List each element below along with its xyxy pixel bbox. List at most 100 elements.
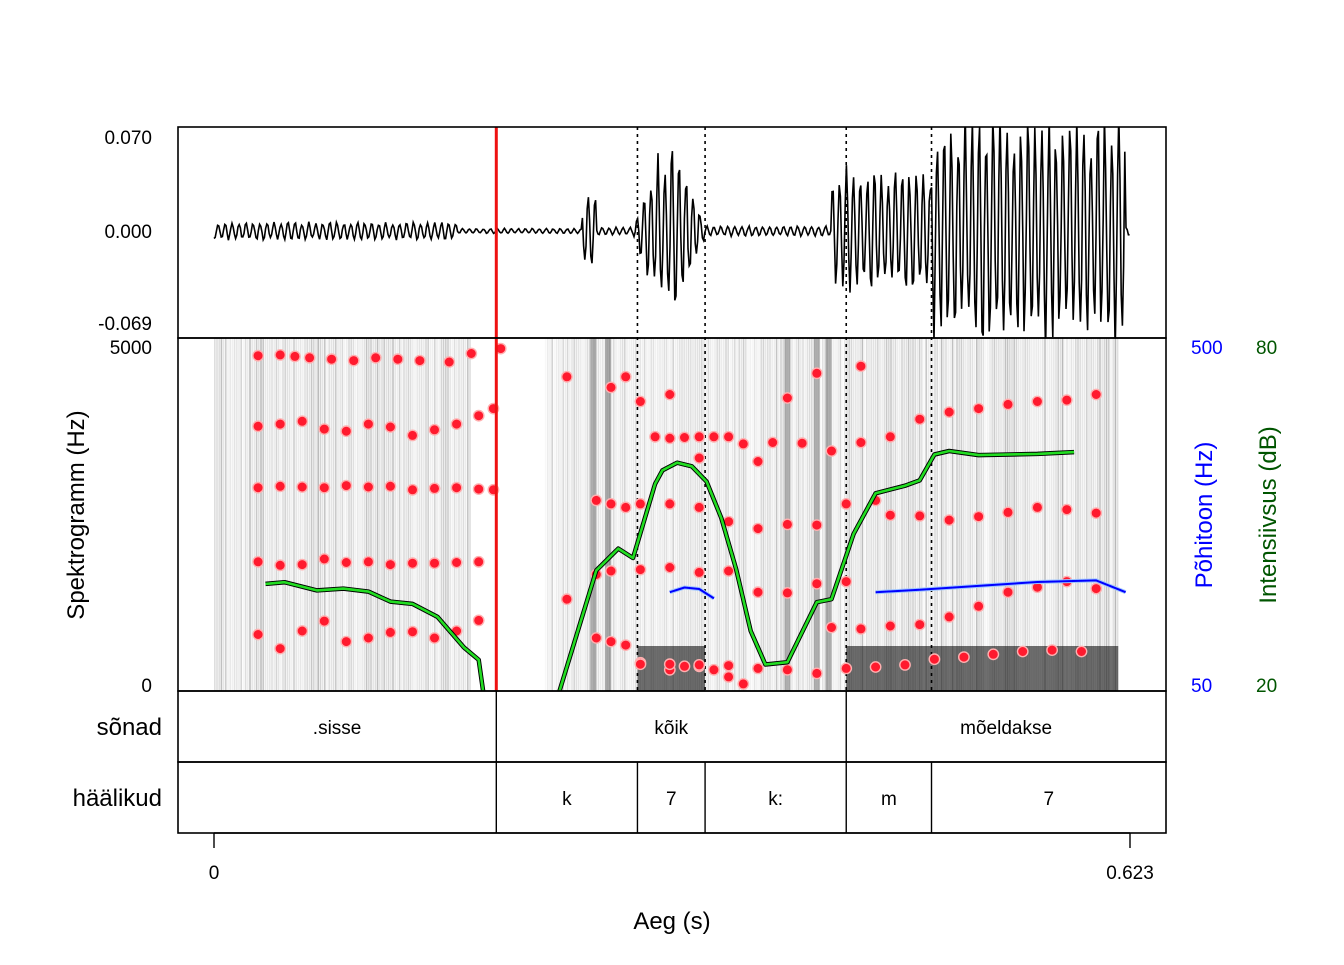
tier-interval-labels: .sisse kõik mõeldakse k 7 k: m 7 [313,718,1054,810]
formant-point [693,659,706,671]
formant-point [634,658,647,671]
formant-point [1002,506,1014,519]
formant-point [288,350,301,363]
formant-point [1090,582,1103,595]
formant-point [678,660,691,673]
formant-point [369,351,382,364]
formant-point [605,635,617,648]
formant-point [855,436,867,449]
formant-point [384,558,397,571]
formant-point [274,642,287,655]
formant-point [708,663,720,676]
x-tick-end: 0.623 [1106,863,1154,884]
formant-point [340,635,353,648]
tier-interval-label[interactable]: mõeldakse [960,718,1052,739]
formant-point [913,510,926,522]
formant-point [274,418,287,430]
formant-point [296,625,309,637]
formant-point [252,628,265,641]
formant-point [384,480,397,493]
formant-point [252,349,265,362]
formant-point [1031,501,1044,514]
formant-point [318,481,331,494]
formant-point [693,452,706,464]
formant-point [318,615,331,627]
formant-point [465,347,478,360]
formant-point [972,402,985,415]
formant-point [1046,644,1059,656]
formant-point [325,353,338,366]
formant-point [855,360,867,373]
formant-point [663,561,676,574]
formant-point [752,662,764,675]
pitch-axis-label: Põhitoon (Hz) [1191,442,1218,589]
pitch-tick-max: 500 [1191,338,1223,359]
formant-point [340,556,353,569]
formant-point [972,510,985,523]
wave-tick-zero: 0.000 [104,222,152,243]
tier-interval-label[interactable]: k [562,789,572,810]
formant-point [722,659,735,672]
formant-point [450,556,463,569]
tier-interval-label[interactable]: k: [768,789,783,810]
formant-point [1002,398,1014,411]
intensity-axis-label: Intensiivsus (dB) [1255,426,1282,603]
formant-point [590,632,603,644]
tier-interval-label[interactable]: m [881,789,897,810]
formant-point [428,632,441,644]
formant-point [693,430,706,443]
formant-point [722,565,735,577]
spec-tick-max: 5000 [110,338,152,359]
formant-point [347,354,360,367]
tier-interval-label[interactable]: .sisse [313,718,362,739]
formant-point [987,648,1000,661]
formant-point [737,678,750,690]
formant-point [958,651,970,663]
tier-interval-label[interactable]: 7 [666,789,677,810]
formant-point [619,501,632,514]
x-axis [213,832,1131,848]
formant-point [406,557,419,570]
formant-point [722,430,735,443]
pitch-tick-min: 50 [1191,676,1212,697]
formant-point [663,388,676,401]
formant-point [362,481,375,493]
formant-point [413,354,426,367]
formant-point [428,482,441,495]
formant-point [840,662,853,675]
formant-point [943,406,956,418]
formant-point [781,392,794,404]
formant-point [296,558,309,571]
x-axis-label: Aeg (s) [633,908,710,935]
intensity-tick-min: 20 [1256,676,1277,697]
intensity-tick-max: 80 [1256,338,1277,359]
formant-point [252,555,265,568]
formant-point [443,356,456,368]
formant-point [810,667,823,680]
formant-point [340,425,353,438]
formant-point [663,497,676,510]
formant-point [781,518,794,531]
formant-point [825,621,838,634]
formant-point [810,577,823,590]
formant-point [1016,645,1029,658]
waveform-trace [213,127,1130,338]
tier-interval-label[interactable]: kõik [654,718,688,739]
formant-point [252,420,265,433]
spec-tick-min: 0 [141,676,152,697]
formant-point [869,661,882,673]
formant-point [913,618,926,631]
tier-interval-label[interactable]: 7 [1044,789,1055,810]
formant-point [928,653,941,666]
formant-point [884,620,897,632]
formant-point [472,409,485,422]
formant-point [752,586,764,599]
formant-point [561,593,573,606]
formant-point [340,479,353,492]
pitch-curve [669,578,1127,601]
formant-point [450,481,463,494]
formant-point [722,671,735,683]
formant-point [605,497,617,510]
formant-point [391,353,404,366]
